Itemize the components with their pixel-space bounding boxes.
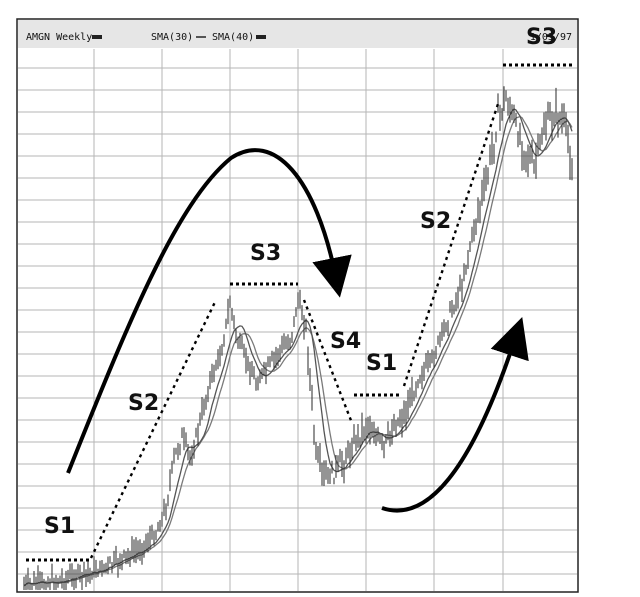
sma30-legend-label: SMA(30) xyxy=(151,32,193,43)
stage-label-s1-mid: S1 xyxy=(366,351,397,376)
advance-decline-arrow xyxy=(66,148,352,474)
sma40-line xyxy=(23,115,573,587)
stage-s2-left-line xyxy=(89,299,218,559)
chart-header-bar xyxy=(18,20,577,48)
date-label: 1/03/97 xyxy=(530,32,572,43)
stage-label-s2-right: S2 xyxy=(420,209,451,234)
stage-label-s1-left: S1 xyxy=(44,514,75,539)
sma30-line xyxy=(23,108,573,587)
chart: AMGN Weekly SMA(30) SMA(40) 1/03/97 S3 S… xyxy=(16,18,579,593)
stage-s4-line xyxy=(302,299,354,424)
price-bars xyxy=(23,86,573,590)
price-legend-swatch xyxy=(92,35,102,39)
sma40-legend-label: SMA(40) xyxy=(212,32,254,43)
chart-svg: AMGN Weekly SMA(30) SMA(40) 1/03/97 S3 S… xyxy=(16,18,579,593)
sma40-legend-swatch xyxy=(256,35,266,39)
stage-label-s3-top: S3 xyxy=(250,241,281,266)
grid xyxy=(18,49,577,591)
stage-label-s2-left: S2 xyxy=(128,391,159,416)
symbol-label: AMGN Weekly xyxy=(26,32,92,43)
stage-label-s4: S4 xyxy=(330,329,361,354)
stage-label-s3-corner: S3 xyxy=(526,25,557,50)
new-advance-arrow xyxy=(381,316,529,513)
stage-s2-right-line xyxy=(402,103,500,387)
